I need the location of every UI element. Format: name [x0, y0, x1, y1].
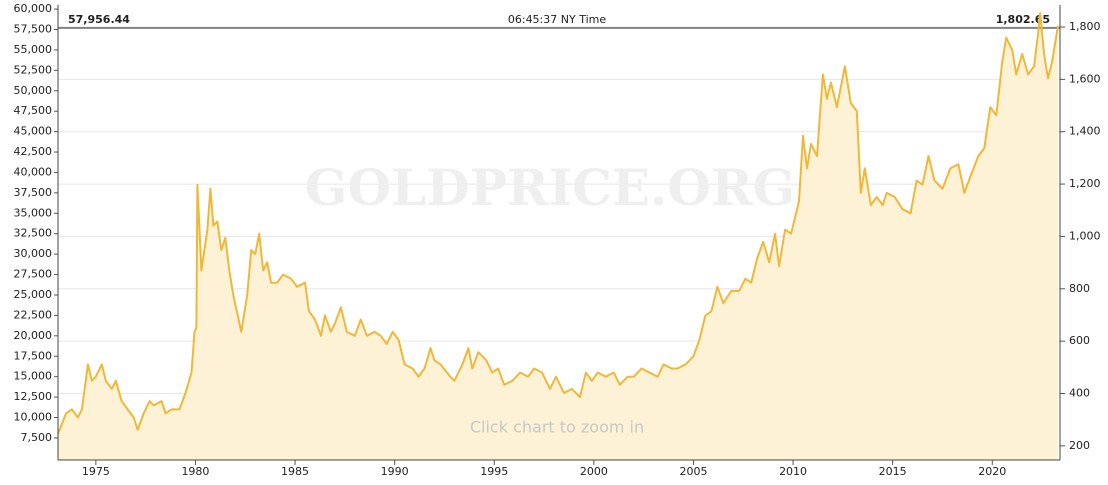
watermark: GOLDPRICE.ORG [305, 158, 795, 217]
y-tick-label: 15,000 [14, 370, 53, 383]
x-tick-label: 1990 [381, 465, 409, 478]
y-tick-label: 45,000 [14, 125, 53, 138]
y-tick-label: 42,500 [14, 145, 53, 158]
left-value: 57,956.44 [68, 13, 130, 26]
x-tick-label: 2010 [779, 465, 807, 478]
y-tick-label: 55,000 [14, 43, 53, 56]
y2-tick-label: 400 [1069, 387, 1090, 400]
y-tick-label: 50,000 [14, 84, 53, 97]
x-tick-label: 2020 [978, 465, 1006, 478]
y-tick-label: 57,500 [14, 23, 53, 36]
right-value: 1,802.65 [996, 13, 1050, 26]
x-tick-label: 1980 [181, 465, 209, 478]
y-tick-label: 60,000 [14, 2, 53, 15]
x-tick-label: 2000 [580, 465, 608, 478]
y-tick-label: 40,000 [14, 165, 53, 178]
y2-tick-label: 800 [1069, 282, 1090, 295]
y-tick-label: 7,500 [21, 431, 53, 444]
y2-tick-label: 1,800 [1069, 20, 1101, 33]
x-tick-label: 1995 [480, 465, 508, 478]
time: 06:45:37 NY Time [508, 13, 606, 26]
y-tick-label: 12,500 [14, 390, 53, 403]
y2-tick-label: 1,200 [1069, 177, 1101, 190]
y-tick-label: 20,000 [14, 329, 53, 342]
y-tick-label: 25,000 [14, 288, 53, 301]
y-tick-label: 10,000 [14, 411, 53, 424]
price-line [57, 12, 1059, 435]
x-tick-label: 2005 [679, 465, 707, 478]
y2-tick-label: 200 [1069, 439, 1090, 452]
y-tick-label: 17,500 [14, 349, 53, 362]
y-tick-label: 35,000 [14, 206, 53, 219]
y2-tick-label: 1,400 [1069, 125, 1101, 138]
y-tick-label: 27,500 [14, 268, 53, 281]
y2-tick-label: 1,000 [1069, 229, 1101, 242]
y2-tick-label: 1,600 [1069, 72, 1101, 85]
y-tick-label: 52,500 [14, 63, 53, 76]
y-tick-label: 37,500 [14, 186, 53, 199]
y-tick-label: 32,500 [14, 227, 53, 240]
x-tick-label: 1985 [281, 465, 309, 478]
y-tick-label: 22,500 [14, 308, 53, 321]
area [58, 13, 1058, 460]
y2-tick-label: 600 [1069, 334, 1090, 347]
x-tick-label: 2015 [879, 465, 907, 478]
y-tick-label: 30,000 [14, 247, 53, 260]
y-tick-label: 47,500 [14, 104, 53, 117]
zoom-hint: Click chart to zoom in [470, 418, 644, 437]
x-tick-label: 1975 [82, 465, 110, 478]
